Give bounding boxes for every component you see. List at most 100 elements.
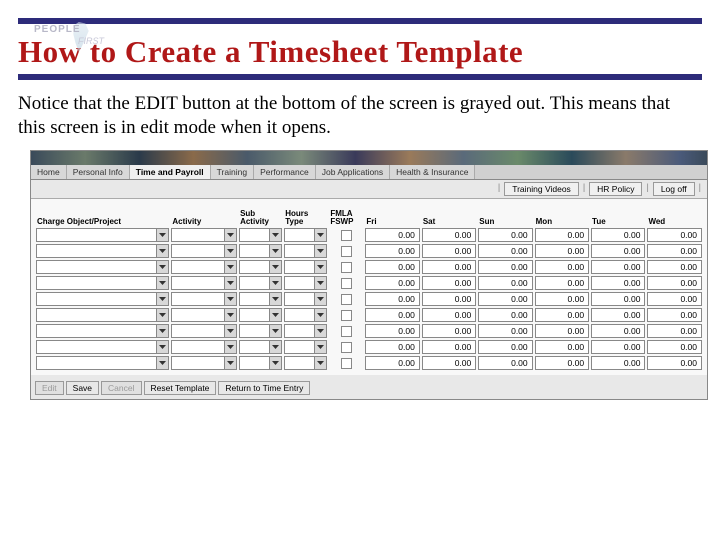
- save-button[interactable]: Save: [66, 381, 99, 395]
- charge-object-dropdown-icon[interactable]: [156, 276, 169, 290]
- tab-performance[interactable]: Performance: [254, 165, 316, 179]
- hours-fri[interactable]: 0.00: [365, 308, 419, 322]
- sub-activity-dropdown-icon[interactable]: [269, 340, 282, 354]
- hours-wed[interactable]: 0.00: [647, 244, 702, 258]
- activity-field[interactable]: [171, 292, 224, 306]
- hours-mon[interactable]: 0.00: [535, 356, 589, 370]
- hours-type-dropdown-icon[interactable]: [314, 324, 327, 338]
- hours-sat[interactable]: 0.00: [422, 292, 476, 306]
- hours-type-field[interactable]: [284, 276, 314, 290]
- hours-tue[interactable]: 0.00: [591, 340, 645, 354]
- activity-field[interactable]: [171, 308, 224, 322]
- fmla-checkbox[interactable]: [341, 326, 352, 337]
- hours-sat[interactable]: 0.00: [422, 260, 476, 274]
- hours-type-field[interactable]: [284, 356, 314, 370]
- hours-wed[interactable]: 0.00: [647, 260, 702, 274]
- activity-field[interactable]: [171, 324, 224, 338]
- hours-type-dropdown-icon[interactable]: [314, 292, 327, 306]
- fmla-checkbox[interactable]: [341, 230, 352, 241]
- charge-object-dropdown-icon[interactable]: [156, 308, 169, 322]
- activity-field[interactable]: [171, 340, 224, 354]
- hours-fri[interactable]: 0.00: [365, 276, 419, 290]
- hours-tue[interactable]: 0.00: [591, 276, 645, 290]
- activity-dropdown-icon[interactable]: [224, 276, 237, 290]
- sub-activity-dropdown-icon[interactable]: [269, 308, 282, 322]
- hours-tue[interactable]: 0.00: [591, 324, 645, 338]
- hours-wed[interactable]: 0.00: [647, 308, 702, 322]
- hours-mon[interactable]: 0.00: [535, 308, 589, 322]
- return-to-time-entry-button[interactable]: Return to Time Entry: [218, 381, 310, 395]
- hours-fri[interactable]: 0.00: [365, 244, 419, 258]
- hours-type-field[interactable]: [284, 340, 314, 354]
- hours-wed[interactable]: 0.00: [647, 276, 702, 290]
- activity-dropdown-icon[interactable]: [224, 356, 237, 370]
- fmla-checkbox[interactable]: [341, 262, 352, 273]
- hours-fri[interactable]: 0.00: [365, 228, 419, 242]
- hours-type-dropdown-icon[interactable]: [314, 276, 327, 290]
- hours-sat[interactable]: 0.00: [422, 228, 476, 242]
- sub-activity-field[interactable]: [239, 340, 269, 354]
- sub-activity-field[interactable]: [239, 292, 269, 306]
- hours-tue[interactable]: 0.00: [591, 260, 645, 274]
- hours-mon[interactable]: 0.00: [535, 292, 589, 306]
- hours-sat[interactable]: 0.00: [422, 356, 476, 370]
- hours-sat[interactable]: 0.00: [422, 276, 476, 290]
- hours-sun[interactable]: 0.00: [478, 292, 532, 306]
- charge-object-field[interactable]: [36, 292, 156, 306]
- hours-type-field[interactable]: [284, 292, 314, 306]
- hours-fri[interactable]: 0.00: [365, 324, 419, 338]
- activity-field[interactable]: [171, 260, 224, 274]
- sub-activity-field[interactable]: [239, 228, 269, 242]
- sub-activity-field[interactable]: [239, 244, 269, 258]
- sub-activity-dropdown-icon[interactable]: [269, 324, 282, 338]
- charge-object-field[interactable]: [36, 324, 156, 338]
- charge-object-field[interactable]: [36, 260, 156, 274]
- sub-activity-dropdown-icon[interactable]: [269, 244, 282, 258]
- fmla-checkbox[interactable]: [341, 342, 352, 353]
- action-hr-policy[interactable]: HR Policy: [589, 182, 642, 196]
- fmla-checkbox[interactable]: [341, 246, 352, 257]
- charge-object-field[interactable]: [36, 228, 156, 242]
- hours-mon[interactable]: 0.00: [535, 324, 589, 338]
- hours-type-dropdown-icon[interactable]: [314, 356, 327, 370]
- activity-field[interactable]: [171, 356, 224, 370]
- action-training-videos[interactable]: Training Videos: [504, 182, 579, 196]
- tab-time-and-payroll[interactable]: Time and Payroll: [130, 165, 211, 179]
- hours-sat[interactable]: 0.00: [422, 308, 476, 322]
- hours-type-dropdown-icon[interactable]: [314, 260, 327, 274]
- charge-object-field[interactable]: [36, 308, 156, 322]
- charge-object-dropdown-icon[interactable]: [156, 356, 169, 370]
- tab-personal-info[interactable]: Personal Info: [67, 165, 130, 179]
- activity-dropdown-icon[interactable]: [224, 308, 237, 322]
- hours-tue[interactable]: 0.00: [591, 228, 645, 242]
- activity-dropdown-icon[interactable]: [224, 228, 237, 242]
- hours-type-dropdown-icon[interactable]: [314, 228, 327, 242]
- hours-wed[interactable]: 0.00: [647, 324, 702, 338]
- activity-dropdown-icon[interactable]: [224, 324, 237, 338]
- action-log-off[interactable]: Log off: [653, 182, 695, 196]
- hours-mon[interactable]: 0.00: [535, 340, 589, 354]
- charge-object-field[interactable]: [36, 276, 156, 290]
- sub-activity-dropdown-icon[interactable]: [269, 228, 282, 242]
- hours-sun[interactable]: 0.00: [478, 276, 532, 290]
- hours-mon[interactable]: 0.00: [535, 228, 589, 242]
- sub-activity-field[interactable]: [239, 356, 269, 370]
- activity-field[interactable]: [171, 228, 224, 242]
- fmla-checkbox[interactable]: [341, 358, 352, 369]
- hours-fri[interactable]: 0.00: [365, 292, 419, 306]
- hours-wed[interactable]: 0.00: [647, 340, 702, 354]
- hours-fri[interactable]: 0.00: [365, 356, 419, 370]
- tab-job-applications[interactable]: Job Applications: [316, 165, 390, 179]
- hours-sun[interactable]: 0.00: [478, 356, 532, 370]
- hours-fri[interactable]: 0.00: [365, 340, 419, 354]
- activity-field[interactable]: [171, 244, 224, 258]
- hours-tue[interactable]: 0.00: [591, 356, 645, 370]
- charge-object-dropdown-icon[interactable]: [156, 228, 169, 242]
- hours-tue[interactable]: 0.00: [591, 292, 645, 306]
- hours-tue[interactable]: 0.00: [591, 244, 645, 258]
- hours-mon[interactable]: 0.00: [535, 244, 589, 258]
- reset-template-button[interactable]: Reset Template: [144, 381, 217, 395]
- fmla-checkbox[interactable]: [341, 278, 352, 289]
- hours-sun[interactable]: 0.00: [478, 324, 532, 338]
- sub-activity-field[interactable]: [239, 260, 269, 274]
